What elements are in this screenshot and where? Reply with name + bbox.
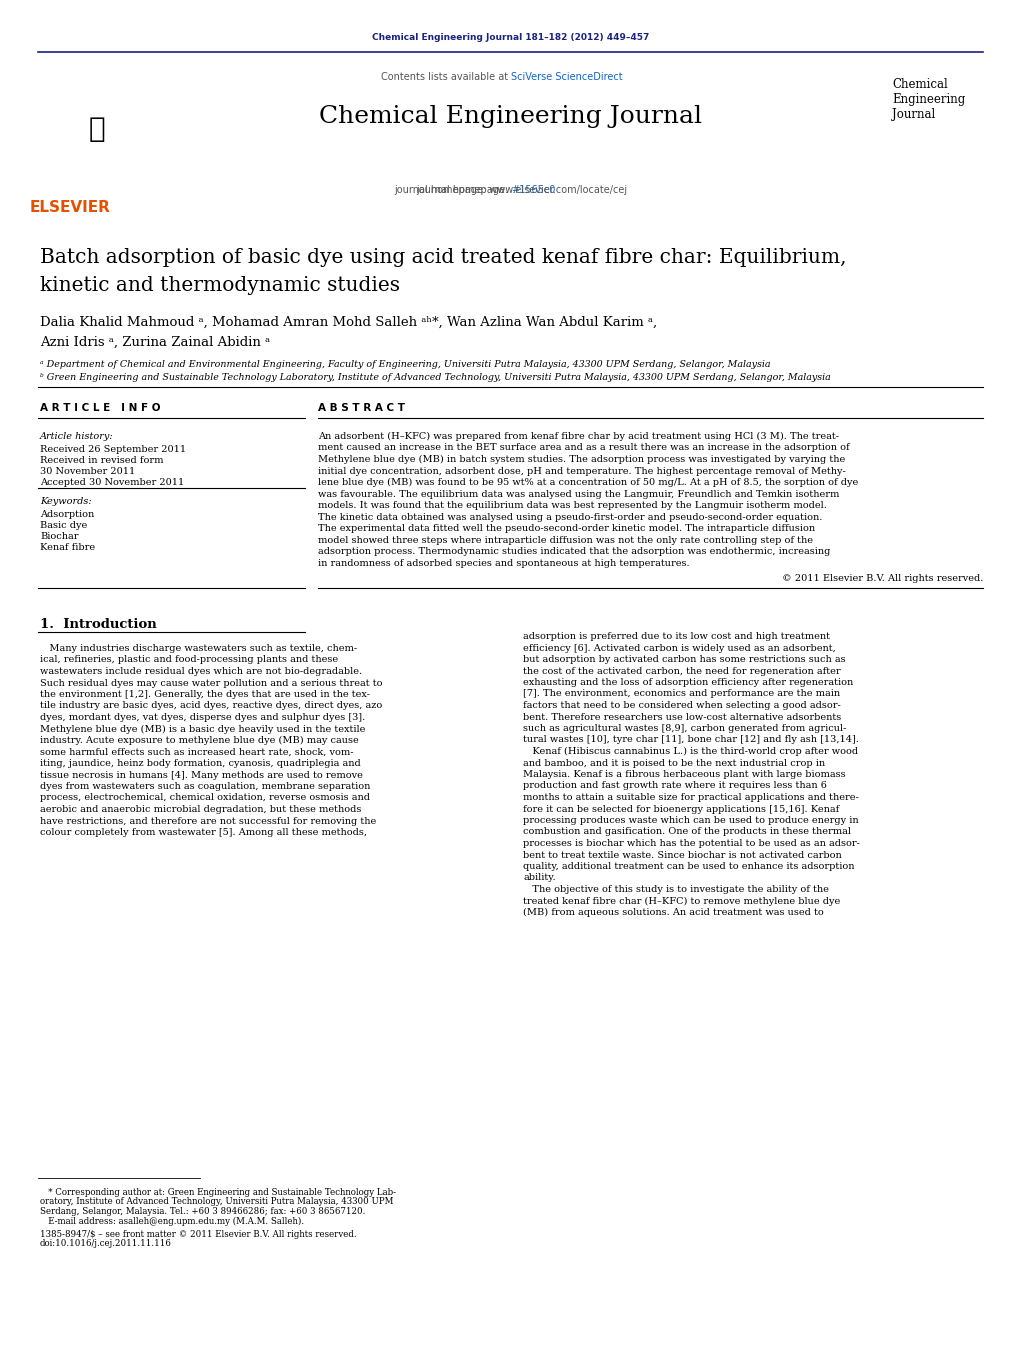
Text: aerobic and anaerobic microbial degradation, but these methods: aerobic and anaerobic microbial degradat… [40, 805, 361, 815]
Text: Basic dye: Basic dye [40, 521, 87, 530]
Text: adsorption is preferred due to its low cost and high treatment: adsorption is preferred due to its low c… [523, 632, 830, 640]
Text: 1385-8947/$ – see front matter © 2011 Elsevier B.V. All rights reserved.: 1385-8947/$ – see front matter © 2011 El… [40, 1229, 356, 1239]
Text: oratory, Institute of Advanced Technology, Universiti Putra Malaysia, 43300 UPM: oratory, Institute of Advanced Technolog… [40, 1197, 393, 1206]
Text: The objective of this study is to investigate the ability of the: The objective of this study is to invest… [523, 885, 829, 894]
Text: Dalia Khalid Mahmoud ᵃ, Mohamad Amran Mohd Salleh ᵃʰ*, Wan Azlina Wan Abdul Kari: Dalia Khalid Mahmoud ᵃ, Mohamad Amran Mo… [40, 316, 658, 330]
Text: Accepted 30 November 2011: Accepted 30 November 2011 [40, 478, 184, 486]
Text: The kinetic data obtained was analysed using a pseudo-first-order and pseudo-sec: The kinetic data obtained was analysed u… [318, 512, 822, 521]
Text: journal homepage:: journal homepage: [416, 185, 510, 195]
Text: colour completely from wastewater [5]. Among all these methods,: colour completely from wastewater [5]. A… [40, 828, 367, 838]
Text: Kenaf (Hibiscus cannabinus L.) is the third-world crop after wood: Kenaf (Hibiscus cannabinus L.) is the th… [523, 747, 858, 757]
Text: bent. Therefore researchers use low-cost alternative adsorbents: bent. Therefore researchers use low-cost… [523, 712, 841, 721]
Text: * Corresponding author at: Green Engineering and Sustainable Technology Lab-: * Corresponding author at: Green Enginee… [40, 1188, 396, 1197]
Text: Many industries discharge wastewaters such as textile, chem-: Many industries discharge wastewaters su… [40, 644, 357, 653]
Text: kinetic and thermodynamic studies: kinetic and thermodynamic studies [40, 276, 400, 295]
Text: processing produces waste which can be used to produce energy in: processing produces waste which can be u… [523, 816, 859, 825]
Text: Azni Idris ᵃ, Zurina Zainal Abidin ᵃ: Azni Idris ᵃ, Zurina Zainal Abidin ᵃ [40, 336, 271, 349]
Text: Biochar: Biochar [40, 532, 79, 540]
Text: Serdang, Selangor, Malaysia. Tel.: +60 3 89466286; fax: +60 3 86567120.: Serdang, Selangor, Malaysia. Tel.: +60 3… [40, 1206, 366, 1216]
Text: efficiency [6]. Activated carbon is widely used as an adsorbent,: efficiency [6]. Activated carbon is wide… [523, 643, 836, 653]
Text: Malaysia. Kenaf is a fibrous herbaceous plant with large biomass: Malaysia. Kenaf is a fibrous herbaceous … [523, 770, 845, 780]
Text: industry. Acute exposure to methylene blue dye (MB) may cause: industry. Acute exposure to methylene bl… [40, 736, 358, 746]
Text: ical, refineries, plastic and food-processing plants and these: ical, refineries, plastic and food-proce… [40, 655, 338, 665]
Text: combustion and gasification. One of the products in these thermal: combustion and gasification. One of the … [523, 828, 850, 836]
Text: An adsorbent (H–KFC) was prepared from kenaf fibre char by acid treatment using : An adsorbent (H–KFC) was prepared from k… [318, 432, 839, 442]
Text: months to attain a suitable size for practical applications and there-: months to attain a suitable size for pra… [523, 793, 859, 802]
Text: Kenaf fibre: Kenaf fibre [40, 543, 95, 553]
Text: © 2011 Elsevier B.V. All rights reserved.: © 2011 Elsevier B.V. All rights reserved… [782, 574, 983, 584]
Text: have restrictions, and therefore are not successful for removing the: have restrictions, and therefore are not… [40, 816, 377, 825]
Text: Received 26 September 2011: Received 26 September 2011 [40, 444, 186, 454]
Text: bent to treat textile waste. Since biochar is not activated carbon: bent to treat textile waste. Since bioch… [523, 851, 841, 859]
Text: Methylene blue dye (MB) in batch system studies. The adsorption process was inve: Methylene blue dye (MB) in batch system … [318, 455, 845, 465]
Text: E-mail address: asalleh@eng.upm.edu.my (M.A.M. Salleh).: E-mail address: asalleh@eng.upm.edu.my (… [40, 1216, 304, 1225]
Text: 🌳: 🌳 [89, 115, 105, 143]
Text: [7]. The environment, economics and performance are the main: [7]. The environment, economics and perf… [523, 689, 840, 698]
Text: 30 November 2011: 30 November 2011 [40, 467, 135, 476]
Text: production and fast growth rate where it requires less than 6: production and fast growth rate where it… [523, 781, 827, 790]
Text: dyes, mordant dyes, vat dyes, disperse dyes and sulphur dyes [3].: dyes, mordant dyes, vat dyes, disperse d… [40, 713, 366, 721]
Text: lene blue dye (MB) was found to be 95 wt% at a concentration of 50 mg/L. At a pH: lene blue dye (MB) was found to be 95 wt… [318, 478, 859, 488]
Text: #1565c0: #1565c0 [510, 185, 555, 195]
Text: was favourable. The equilibrium data was analysed using the Langmuir, Freundlich: was favourable. The equilibrium data was… [318, 489, 839, 499]
Text: Keywords:: Keywords: [40, 497, 92, 507]
Text: Chemical
Engineering
Journal: Chemical Engineering Journal [892, 78, 965, 122]
Text: Such residual dyes may cause water pollution and a serious threat to: Such residual dyes may cause water pollu… [40, 678, 383, 688]
Text: tural wastes [10], tyre char [11], bone char [12] and fly ash [13,14].: tural wastes [10], tyre char [11], bone … [523, 735, 859, 744]
Text: in randomness of adsorbed species and spontaneous at high temperatures.: in randomness of adsorbed species and sp… [318, 558, 689, 567]
Text: dyes from wastewaters such as coagulation, membrane separation: dyes from wastewaters such as coagulatio… [40, 782, 371, 790]
Text: A R T I C L E   I N F O: A R T I C L E I N F O [40, 403, 160, 413]
Text: adsorption process. Thermodynamic studies indicated that the adsorption was endo: adsorption process. Thermodynamic studie… [318, 547, 830, 557]
Text: Chemical Engineering Journal 181–182 (2012) 449–457: Chemical Engineering Journal 181–182 (20… [373, 32, 649, 42]
Text: Methylene blue dye (MB) is a basic dye heavily used in the textile: Methylene blue dye (MB) is a basic dye h… [40, 724, 366, 734]
Text: but adsorption by activated carbon has some restrictions such as: but adsorption by activated carbon has s… [523, 655, 845, 663]
Text: ability.: ability. [523, 874, 555, 882]
Text: tissue necrosis in humans [4]. Many methods are used to remove: tissue necrosis in humans [4]. Many meth… [40, 770, 362, 780]
Text: ment caused an increase in the BET surface area and as a result there was an inc: ment caused an increase in the BET surfa… [318, 443, 849, 453]
Text: model showed three steps where intraparticle diffusion was not the only rate con: model showed three steps where intrapart… [318, 535, 813, 544]
Text: journal homepage: www.elsevier.com/locate/cej: journal homepage: www.elsevier.com/locat… [394, 185, 628, 195]
Text: Chemical Engineering Journal: Chemical Engineering Journal [320, 105, 702, 128]
Text: Contents lists available at: Contents lists available at [381, 72, 510, 82]
Text: the cost of the activated carbon, the need for regeneration after: the cost of the activated carbon, the ne… [523, 666, 840, 676]
Text: the environment [1,2]. Generally, the dyes that are used in the tex-: the environment [1,2]. Generally, the dy… [40, 690, 370, 698]
Text: fore it can be selected for bioenergy applications [15,16]. Kenaf: fore it can be selected for bioenergy ap… [523, 804, 839, 813]
Text: and bamboo, and it is poised to be the next industrial crop in: and bamboo, and it is poised to be the n… [523, 758, 825, 767]
Text: such as agricultural wastes [8,9], carbon generated from agricul-: such as agricultural wastes [8,9], carbo… [523, 724, 846, 734]
Text: Received in revised form: Received in revised form [40, 457, 163, 465]
Text: quality, additional treatment can be used to enhance its adsorption: quality, additional treatment can be use… [523, 862, 855, 871]
Text: exhausting and the loss of adsorption efficiency after regeneration: exhausting and the loss of adsorption ef… [523, 678, 854, 688]
Text: some harmful effects such as increased heart rate, shock, vom-: some harmful effects such as increased h… [40, 747, 353, 757]
Text: iting, jaundice, heinz body formation, cyanosis, quadriplegia and: iting, jaundice, heinz body formation, c… [40, 759, 360, 767]
Text: ELSEVIER: ELSEVIER [30, 200, 111, 215]
Text: Batch adsorption of basic dye using acid treated kenaf fibre char: Equilibrium,: Batch adsorption of basic dye using acid… [40, 249, 846, 267]
Text: A B S T R A C T: A B S T R A C T [318, 403, 405, 413]
Text: The experimental data fitted well the pseudo-second-order kinetic model. The int: The experimental data fitted well the ps… [318, 524, 815, 534]
Text: models. It was found that the equilibrium data was best represented by the Langm: models. It was found that the equilibriu… [318, 501, 827, 509]
Text: SciVerse ScienceDirect: SciVerse ScienceDirect [510, 72, 623, 82]
Text: Adsorption: Adsorption [40, 509, 94, 519]
Text: doi:10.1016/j.cej.2011.11.116: doi:10.1016/j.cej.2011.11.116 [40, 1239, 172, 1248]
Text: 1.  Introduction: 1. Introduction [40, 617, 157, 631]
Text: ᵃ Department of Chemical and Environmental Engineering, Faculty of Engineering, : ᵃ Department of Chemical and Environment… [40, 359, 771, 369]
Text: tile industry are basic dyes, acid dyes, reactive dyes, direct dyes, azo: tile industry are basic dyes, acid dyes,… [40, 701, 382, 711]
Text: wastewaters include residual dyes which are not bio-degradable.: wastewaters include residual dyes which … [40, 667, 362, 676]
Text: initial dye concentration, adsorbent dose, pH and temperature. The highest perce: initial dye concentration, adsorbent dos… [318, 466, 845, 476]
Text: treated kenaf fibre char (H–KFC) to remove methylene blue dye: treated kenaf fibre char (H–KFC) to remo… [523, 897, 840, 905]
Text: factors that need to be considered when selecting a good adsor-: factors that need to be considered when … [523, 701, 840, 711]
Text: process, electrochemical, chemical oxidation, reverse osmosis and: process, electrochemical, chemical oxida… [40, 793, 370, 802]
Text: ᵇ Green Engineering and Sustainable Technology Laboratory, Institute of Advanced: ᵇ Green Engineering and Sustainable Tech… [40, 373, 831, 382]
Text: processes is biochar which has the potential to be used as an adsor-: processes is biochar which has the poten… [523, 839, 860, 848]
Text: (MB) from aqueous solutions. An acid treatment was used to: (MB) from aqueous solutions. An acid tre… [523, 908, 824, 917]
Text: Article history:: Article history: [40, 432, 113, 440]
